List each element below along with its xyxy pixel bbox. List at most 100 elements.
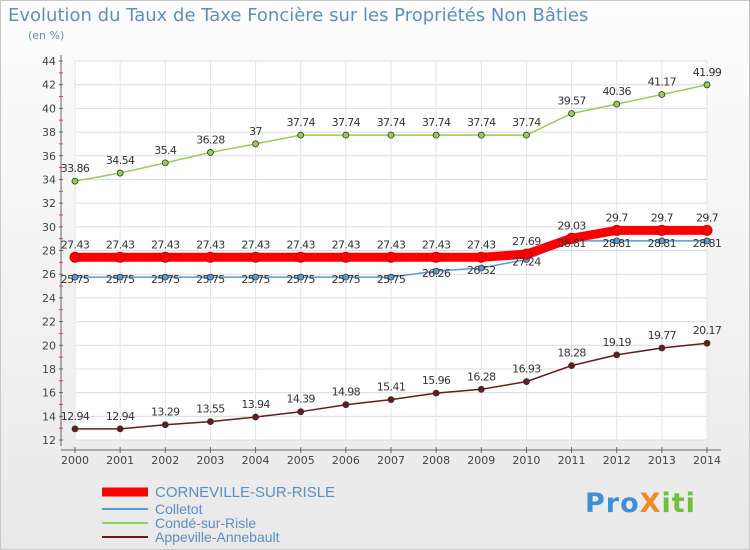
chart-subtitle: (en %) — [28, 29, 65, 42]
data-label: 16.93 — [512, 363, 541, 376]
data-label: 20.17 — [693, 324, 722, 337]
data-point — [658, 91, 666, 98]
x-tick-label: 2000 — [61, 454, 89, 467]
y-tick-label: 34 — [42, 173, 56, 186]
x-tick-label: 2009 — [467, 454, 495, 467]
data-label: 14.98 — [332, 386, 361, 399]
data-label: 37 — [249, 125, 262, 138]
data-point — [568, 110, 575, 117]
data-label: 34.54 — [106, 154, 135, 167]
data-label: 37.74 — [512, 116, 541, 129]
data-label: 36.28 — [196, 133, 225, 146]
y-tick-label: 44 — [42, 55, 56, 68]
x-tick-label: 2005 — [287, 454, 315, 467]
data-point — [656, 224, 668, 236]
data-label: 27.43 — [377, 238, 406, 251]
legend-label: Condé-sur-Risle — [155, 515, 256, 531]
data-label: 39.57 — [557, 94, 586, 107]
data-point — [703, 81, 711, 89]
data-label: 19.19 — [602, 336, 631, 349]
y-tick-label: 28 — [42, 245, 56, 258]
data-point — [297, 131, 305, 139]
y-tick-label: 18 — [42, 363, 56, 376]
data-label: 37.74 — [467, 116, 496, 129]
data-label: 41.99 — [693, 66, 722, 79]
data-point — [520, 248, 532, 260]
data-label: 27.43 — [422, 238, 451, 251]
data-point — [252, 413, 259, 421]
x-tick-label: 2008 — [422, 454, 450, 467]
data-point — [703, 339, 711, 347]
data-point — [297, 408, 305, 416]
x-tick-label: 2001 — [106, 454, 134, 467]
data-point — [159, 251, 171, 263]
x-tick-label: 2013 — [648, 454, 676, 467]
x-tick-label: 2011 — [558, 454, 586, 467]
data-label: 29.03 — [557, 219, 586, 232]
x-tick-label: 2004 — [242, 454, 270, 467]
data-point — [613, 100, 621, 108]
data-point — [387, 396, 395, 404]
data-label: 15.41 — [377, 381, 406, 394]
data-point — [161, 273, 169, 281]
data-point — [250, 251, 262, 263]
data-label: 25.75 — [196, 273, 225, 286]
data-label: 27.43 — [467, 238, 496, 251]
y-tick-label: 30 — [42, 221, 56, 234]
data-label: 13.94 — [241, 398, 270, 411]
data-label: 25.75 — [286, 273, 315, 286]
data-point — [477, 264, 485, 272]
data-point — [204, 251, 216, 263]
data-label: 18.28 — [557, 347, 586, 360]
data-label: 27.43 — [332, 238, 361, 251]
data-label: 28.81 — [693, 237, 722, 250]
data-point — [297, 273, 305, 281]
data-point — [161, 159, 169, 167]
data-point — [385, 251, 397, 263]
data-label: 27.43 — [106, 238, 135, 251]
data-label: 27.43 — [196, 238, 225, 251]
data-point — [69, 251, 81, 263]
data-point — [342, 401, 350, 409]
data-point — [432, 389, 440, 397]
x-tick-label: 2014 — [693, 454, 721, 467]
x-tick-label: 2010 — [512, 454, 540, 467]
data-point — [340, 251, 352, 263]
x-tick-label: 2012 — [603, 454, 631, 467]
data-label: 27.43 — [61, 238, 90, 251]
data-point — [71, 177, 79, 185]
data-point — [523, 131, 530, 139]
data-point — [71, 425, 79, 433]
data-label: 12.94 — [106, 410, 135, 423]
data-point — [477, 131, 485, 139]
data-label: 37.74 — [332, 116, 361, 129]
data-point — [342, 131, 350, 139]
data-point — [658, 237, 666, 245]
data-label: 25.75 — [106, 273, 135, 286]
data-point — [161, 421, 169, 429]
data-label: 19.77 — [648, 329, 677, 342]
data-label: 13.29 — [151, 406, 180, 419]
x-tick-label: 2006 — [332, 454, 360, 467]
data-point — [207, 273, 214, 281]
y-tick-label: 16 — [42, 387, 56, 400]
data-label: 15.96 — [422, 374, 451, 387]
data-label: 13.55 — [196, 403, 225, 416]
data-label: 25.75 — [151, 273, 180, 286]
legend-label: Appeville-Annebault — [155, 529, 280, 545]
data-label: 29.7 — [651, 211, 674, 224]
data-point — [387, 273, 395, 281]
data-label: 29.7 — [696, 211, 719, 224]
data-label: 29.7 — [606, 211, 629, 224]
y-tick-label: 12 — [42, 434, 56, 447]
y-tick-label: 24 — [42, 292, 56, 305]
data-label: 27.43 — [241, 238, 270, 251]
data-label: 12.94 — [61, 410, 90, 423]
x-tick-label: 2003 — [196, 454, 224, 467]
data-label: 28.81 — [648, 237, 677, 250]
data-label: 26.26 — [422, 267, 451, 280]
chart-title: Evolution du Taux de Taxe Foncière sur l… — [8, 5, 589, 26]
data-label: 25.75 — [377, 273, 406, 286]
data-label: 35.4 — [154, 144, 177, 157]
